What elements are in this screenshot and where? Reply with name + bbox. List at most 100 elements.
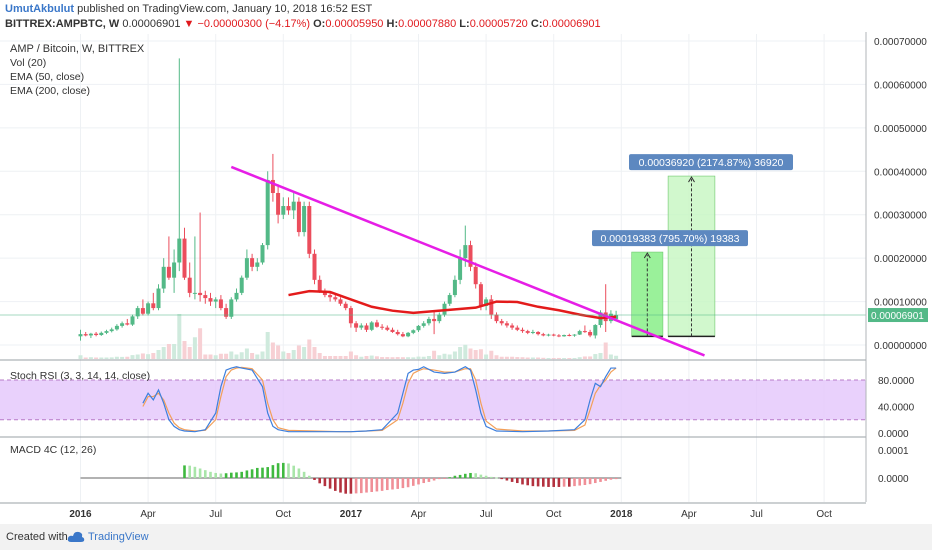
macd-bar bbox=[469, 472, 472, 478]
candle-body bbox=[489, 299, 494, 315]
time-tick-label: Apr bbox=[411, 509, 427, 520]
volume-bar bbox=[567, 358, 572, 359]
grid bbox=[0, 34, 866, 504]
macd-bar bbox=[448, 477, 451, 479]
candle-body bbox=[88, 333, 93, 336]
volume-bar bbox=[317, 353, 322, 359]
volume-bar bbox=[78, 355, 83, 359]
candle-body bbox=[515, 327, 520, 330]
candle-body bbox=[551, 334, 556, 336]
macd-bar bbox=[588, 478, 592, 485]
trading-chart[interactable]: AMP / Bitcoin, W, BITTREX Vol (20) EMA (50… bbox=[0, 32, 932, 524]
created-with: Created with bbox=[6, 531, 68, 543]
volume-bar bbox=[504, 356, 509, 359]
macd-bar bbox=[386, 478, 389, 491]
published-text: published on TradingView.com, January 10… bbox=[77, 3, 373, 15]
volume-bar bbox=[395, 357, 400, 359]
candle-body bbox=[312, 253, 317, 280]
arrow-head-icon bbox=[688, 176, 695, 183]
volume-bar bbox=[156, 350, 161, 359]
volume-bar bbox=[218, 353, 223, 359]
volume-bar bbox=[473, 350, 478, 359]
volume-bar bbox=[484, 354, 489, 359]
volume-bar bbox=[140, 353, 145, 359]
macd-bar bbox=[344, 478, 347, 494]
candle-body bbox=[333, 297, 338, 300]
candle-body bbox=[395, 331, 400, 335]
volume-bar bbox=[510, 356, 515, 359]
candle-body bbox=[156, 288, 161, 309]
volume-bar bbox=[582, 356, 587, 359]
volume-bar bbox=[125, 356, 130, 359]
macd-bar bbox=[464, 473, 467, 478]
time-tick-label: Jul bbox=[750, 509, 763, 520]
volume-bar bbox=[234, 354, 239, 359]
macd-bar bbox=[297, 468, 301, 478]
candle-body bbox=[281, 206, 286, 215]
candle-body bbox=[385, 327, 390, 330]
candle-body bbox=[525, 331, 530, 333]
volume-bar bbox=[494, 355, 499, 359]
candle-body bbox=[593, 325, 598, 336]
macd-bar bbox=[391, 478, 394, 490]
ema-line bbox=[288, 289, 617, 320]
volume-bar bbox=[177, 314, 182, 359]
volume-bar bbox=[276, 345, 281, 359]
candle-body bbox=[556, 335, 561, 337]
volume-bar bbox=[255, 354, 260, 359]
legend-item: EMA (50, close) bbox=[10, 71, 84, 83]
candle-body bbox=[530, 331, 535, 333]
macd-bar bbox=[412, 478, 415, 486]
candle-body bbox=[78, 334, 83, 337]
macd-bar bbox=[188, 465, 191, 478]
volume-bar bbox=[224, 353, 229, 359]
volume-bar bbox=[265, 332, 270, 359]
candle-body bbox=[307, 206, 312, 254]
volume-bar bbox=[281, 351, 286, 359]
candle-body bbox=[421, 323, 426, 326]
volume-bar bbox=[598, 353, 603, 359]
candle-body bbox=[473, 266, 478, 285]
tradingview-logo-icon[interactable] bbox=[67, 530, 85, 544]
candle-body bbox=[567, 335, 572, 337]
macd-bar bbox=[271, 465, 275, 478]
macd-bar bbox=[380, 478, 384, 491]
candle-body bbox=[234, 292, 239, 300]
volume-bar bbox=[354, 355, 359, 359]
macd-bar bbox=[526, 478, 529, 486]
candle-body bbox=[187, 277, 192, 293]
volume-bar bbox=[593, 354, 598, 359]
author-link[interactable]: UmutAkbulut bbox=[5, 3, 75, 15]
overlay-lines bbox=[0, 165, 866, 357]
rsi-tick-label: 40.0000 bbox=[878, 403, 915, 414]
close-label: C: bbox=[530, 18, 543, 30]
price-tick-label: 0.00050000 bbox=[874, 124, 927, 135]
candle-body bbox=[130, 316, 135, 325]
macd-tick-label: 0.0001 bbox=[878, 446, 909, 457]
macd-title: MACD 4C (12, 26) bbox=[10, 444, 96, 456]
candle-body bbox=[432, 318, 437, 322]
price-tick-label: 0.00020000 bbox=[874, 254, 927, 265]
time-tick-label: Jul bbox=[209, 509, 222, 520]
macd-bar bbox=[406, 478, 410, 488]
tradingview-brand[interactable]: TradingView bbox=[88, 531, 149, 543]
candle-body bbox=[276, 193, 281, 215]
time-tick-label: Jul bbox=[480, 509, 493, 520]
candle-body bbox=[484, 299, 489, 306]
macd-bar bbox=[531, 478, 535, 487]
rsi-tick-label: 0.0000 bbox=[878, 429, 909, 440]
candle-body bbox=[135, 308, 140, 317]
candle-body bbox=[348, 308, 353, 324]
volume-bar bbox=[83, 357, 88, 359]
candle-body bbox=[546, 334, 551, 336]
macd-bar bbox=[562, 478, 566, 487]
candle-body bbox=[369, 322, 374, 330]
candle-body bbox=[411, 330, 416, 333]
price-tick-label: 0.00010000 bbox=[874, 298, 927, 309]
candle-body bbox=[447, 295, 452, 304]
candle-body bbox=[125, 323, 130, 325]
volume-bar bbox=[104, 357, 109, 359]
candle-body bbox=[182, 238, 187, 278]
time-tick-label: Apr bbox=[681, 509, 697, 520]
candle-body bbox=[463, 245, 468, 259]
